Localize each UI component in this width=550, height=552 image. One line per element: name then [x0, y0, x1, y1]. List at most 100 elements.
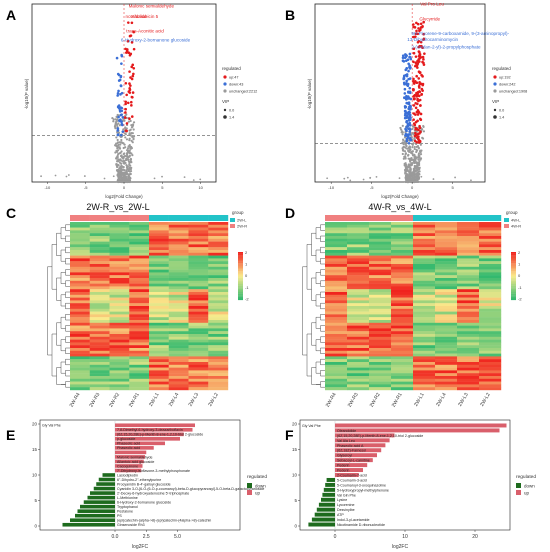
heatmap-cell: [129, 224, 150, 228]
volcano-point-unchanged: [422, 130, 426, 133]
volcano-point-up: [422, 58, 425, 61]
heatmap-cell: [369, 230, 392, 234]
dendrogram-branch: [60, 339, 66, 351]
heatmap-cell: [70, 227, 90, 231]
heatmap-cell: [479, 292, 502, 295]
heatmap-cell: [325, 356, 348, 360]
volcano-point-up: [412, 94, 416, 98]
colorbar-step: [238, 284, 243, 286]
bar-up: [335, 468, 363, 473]
bar-xtick-label: 5.0: [174, 534, 181, 540]
dendrogram-branch: [306, 333, 312, 377]
heatmap-cell: [149, 252, 169, 256]
volcano-point-unchanged: [118, 124, 121, 127]
heatmap-cell: [89, 345, 110, 349]
volcano-point-down: [405, 119, 409, 123]
volcano-b-xticks: -10 -5 0 5: [328, 182, 455, 190]
heatmap-cell: [369, 376, 392, 379]
volcano-point-up: [124, 47, 127, 51]
heatmap-cell: [435, 292, 458, 295]
heatmap-cell: [479, 320, 502, 323]
heatmap-cell: [208, 233, 229, 237]
volcano-point-unchanged: [375, 175, 378, 178]
heatmap-cell: [479, 269, 502, 273]
bar-label: 7,8-Dimethyl-6-hydroxy-3-deazariboflavin: [117, 428, 183, 432]
heatmap-cell: [347, 362, 370, 365]
heatmap-cell: [435, 227, 458, 231]
heatmap-cell: [208, 317, 229, 321]
volcano-point-unchanged: [421, 128, 424, 131]
heatmap-cell: [413, 353, 436, 357]
dendrogram-branch: [320, 325, 325, 332]
dendrogram-branch: [65, 314, 70, 321]
heatmap-cell: [168, 297, 189, 301]
heatmap-cell: [89, 376, 110, 379]
volcano-point-down: [117, 106, 121, 110]
heatmap-cell: [391, 258, 414, 262]
dendrogram-branch: [315, 339, 321, 351]
dendrogram-branch: [47, 266, 52, 356]
panel-letter-c: C: [6, 205, 16, 221]
volcano-point-unchanged: [124, 132, 127, 135]
heatmap-cell: [391, 278, 414, 281]
heatmap-cell: [89, 353, 110, 357]
bar-label: Gly Val Phe: [42, 424, 61, 428]
heatmap-cell: [347, 308, 370, 312]
heatmap-cell: [168, 376, 189, 379]
volcano-point-down: [407, 141, 411, 145]
heatmap-cell: [129, 230, 150, 234]
bar-xtick-label: 20: [472, 534, 478, 540]
heatmap-cell: [208, 370, 229, 374]
volcano-a-title: 2W-R_vs_2W-L: [86, 202, 149, 212]
heatmap-cell: [435, 247, 458, 251]
volcano-point-unchanged: [199, 178, 202, 181]
volcano-point-unchanged: [411, 154, 415, 157]
heatmap-cell: [391, 325, 414, 329]
heatmap-cell: [325, 308, 348, 312]
volcano-b-legend-title: regulated: [492, 66, 511, 71]
heatmap-cell: [325, 378, 348, 382]
volcano-point-unchanged: [326, 177, 329, 180]
heatmap-cell: [208, 308, 229, 312]
heatmap-d-legend-r: 4W-R: [511, 224, 521, 229]
vip-small-dot: [493, 108, 497, 112]
heatmap-cell: [149, 378, 169, 382]
heatmap-cell: [479, 289, 502, 293]
heatmap-cell: [391, 294, 414, 298]
volcano-point-unchanged: [398, 177, 401, 180]
volcano-point-unchanged: [120, 180, 123, 183]
volcano-point-unchanged: [114, 144, 117, 147]
heatmap-cell: [369, 252, 392, 256]
heatmap-cell: [325, 297, 348, 301]
volcano-point-unchanged: [129, 134, 132, 137]
heatmap-cell: [391, 286, 414, 290]
bar-label: p-glucoside: [117, 437, 135, 441]
volcano-point-up: [420, 73, 423, 77]
legend-down-swatch: [516, 483, 521, 488]
heatmap-cell: [369, 244, 392, 248]
heatmap-cell: [70, 303, 90, 307]
heatmap-d-cells: [325, 222, 502, 391]
volcano-point-down: [117, 133, 120, 136]
volcano-point-down: [117, 104, 121, 107]
heatmap-cell: [391, 300, 414, 304]
volcano-point-down: [116, 127, 120, 130]
heatmap-cell: [435, 230, 458, 234]
heatmap-cell: [168, 266, 189, 270]
volcano-point-unchanged: [399, 128, 403, 131]
volcano-xtick-label: 0: [123, 185, 126, 190]
heatmap-cell: [369, 345, 392, 349]
heatmap-cell: [188, 373, 209, 377]
volcano-point-unchanged: [125, 127, 128, 130]
heatmap-cell: [70, 345, 90, 349]
heatmap-cell: [391, 255, 414, 259]
heatmap-cell: [109, 272, 130, 276]
volcano-point-unchanged: [420, 175, 423, 178]
heatmap-cell: [435, 314, 458, 318]
heatmap-cell: [347, 359, 370, 363]
volcano-point-up: [418, 60, 421, 63]
volcano-point-unchanged: [414, 165, 417, 168]
colorbar-step: [238, 290, 243, 293]
bar-label: (6Z,18Z)-Farnesol: [337, 449, 366, 453]
bar-down: [318, 502, 335, 507]
